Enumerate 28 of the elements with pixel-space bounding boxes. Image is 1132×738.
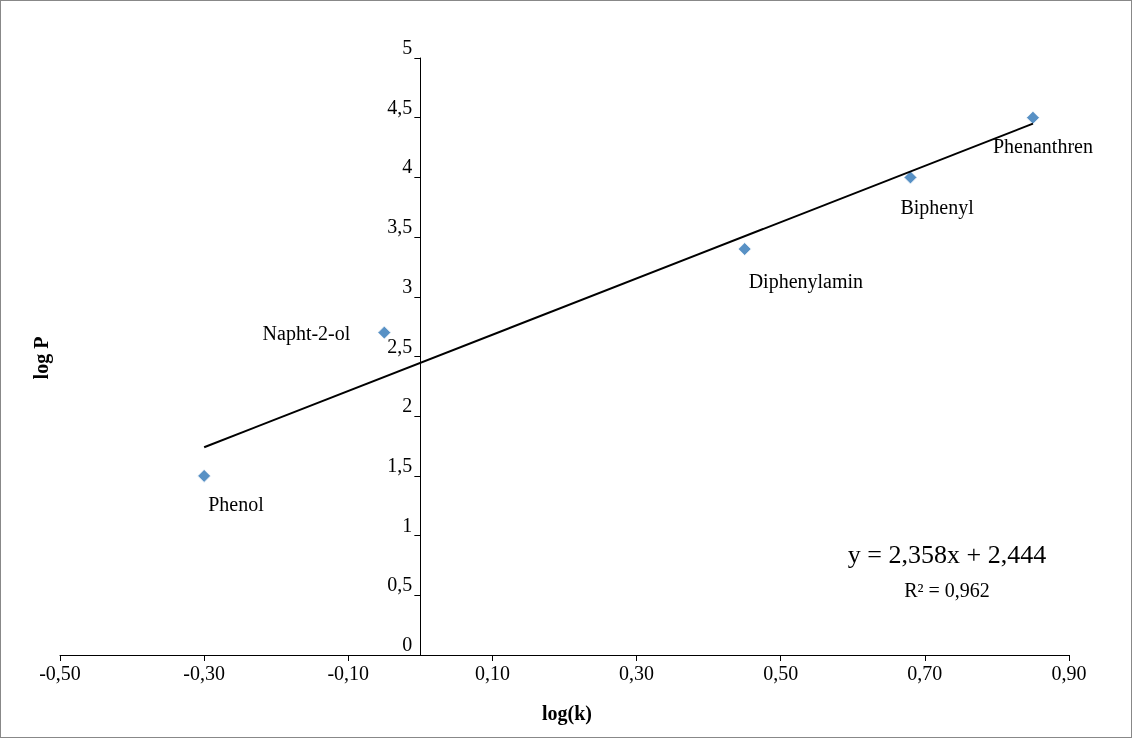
x-tick-label: 0,90 — [1051, 662, 1087, 684]
annotation: Phenanthren — [992, 134, 1093, 157]
y-tick-label: 1,5 — [387, 453, 413, 476]
annotation: R² = 0,962 — [904, 579, 990, 601]
y-tick-label: 2 — [402, 394, 413, 417]
annotation: Phenol — [208, 492, 265, 515]
y-tick-label: 4,5 — [387, 95, 413, 118]
x-tick-label: 0,30 — [619, 662, 655, 684]
x-tick-label: -0,30 — [183, 662, 225, 684]
y-tick-label: 2,5 — [387, 334, 413, 357]
y-tick-label: 5 — [402, 36, 413, 58]
x-tick-label: 0,50 — [763, 662, 799, 684]
y-tick-label: 0,5 — [387, 573, 413, 596]
annotation: Diphenylamin — [748, 270, 864, 294]
y-tick-label: 4 — [402, 155, 413, 178]
annotation: y = 2,358x + 2,444 — [847, 539, 1047, 569]
y-tick-label: 0 — [402, 633, 413, 655]
x-tick-label: -0,10 — [327, 662, 370, 684]
y-tick-label: 3,5 — [387, 215, 413, 238]
annotation: Biphenyl — [900, 196, 975, 220]
y-tick-label: 1 — [402, 513, 413, 536]
annotation: Napht-2-ol — [262, 321, 351, 345]
x-tick-label: 0,10 — [474, 662, 510, 684]
y-tick-label: 3 — [402, 274, 413, 297]
x-axis-title: log(k) — [542, 702, 592, 725]
y-axis-title: log P — [30, 336, 53, 380]
x-tick-label: 0,70 — [907, 662, 943, 684]
x-tick-label: -0,50 — [39, 662, 81, 684]
